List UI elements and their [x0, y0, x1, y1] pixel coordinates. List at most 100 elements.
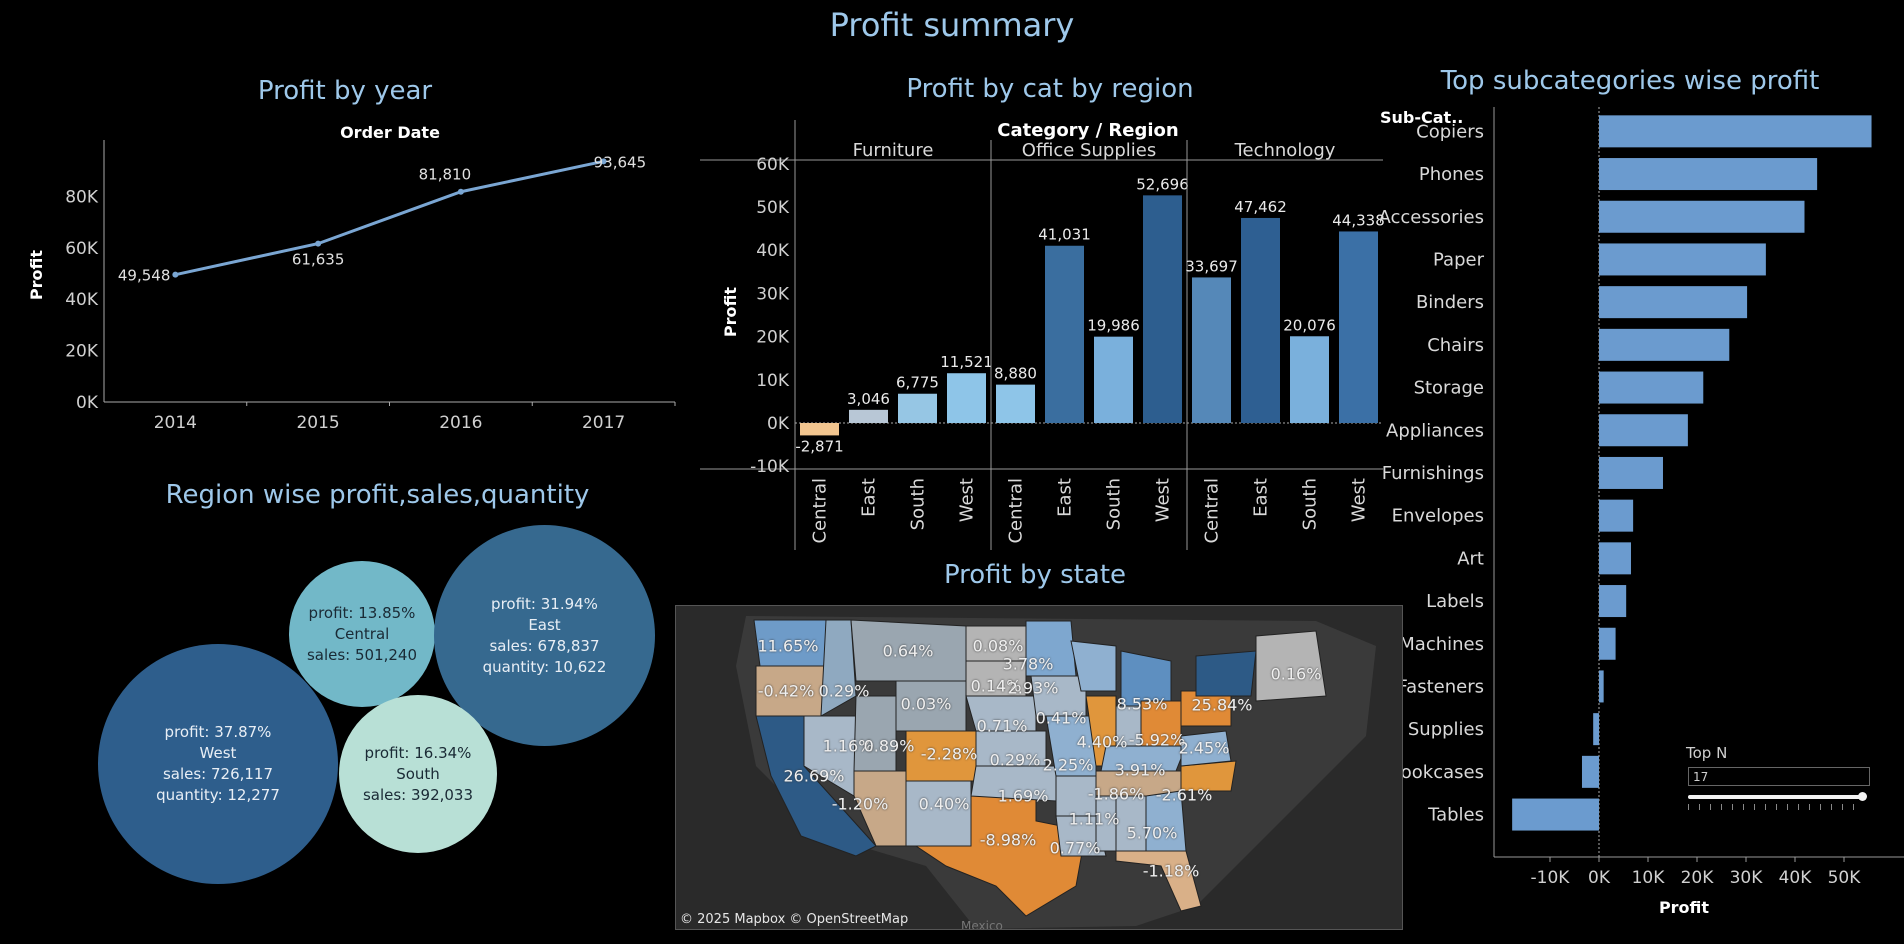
hbar-category-label: Copiers — [1416, 121, 1484, 142]
bar-data-label: 19,986 — [1087, 317, 1140, 335]
hbar-bar — [1599, 115, 1872, 148]
state-profit-label: 0.64% — [882, 641, 934, 661]
hbar-bar — [1599, 414, 1688, 447]
bubble-text: Central — [334, 624, 390, 643]
hbar-category-label: Furnishings — [1382, 463, 1484, 484]
hbar-x-tick-label: 30K — [1730, 868, 1764, 888]
bar-data-label: 3,046 — [847, 390, 890, 408]
line-x-tick-label: 2017 — [582, 413, 625, 433]
state-la — [1055, 815, 1107, 857]
bar-region-label: West — [957, 478, 978, 522]
hbar-bar — [1599, 328, 1730, 361]
line-data-label: 81,810 — [419, 166, 472, 184]
line-point — [172, 271, 179, 278]
bar-group-label: Furniture — [853, 140, 934, 161]
hbar-bar — [1599, 200, 1805, 233]
hbar-category-label: Fasteners — [1397, 676, 1484, 697]
bubble-text: West — [199, 744, 237, 762]
line-y-tick-label: 80K — [65, 187, 99, 207]
map-credit: © 2025 Mapbox © OpenStreetMap — [680, 912, 909, 927]
line-point — [600, 158, 607, 165]
hbar-category-label: Phones — [1419, 164, 1484, 185]
bar — [996, 384, 1035, 423]
bar-region-label: South — [1104, 478, 1125, 530]
bar-y-tick-label: 20K — [756, 328, 790, 348]
bubble-text: profit: 37.87% — [164, 723, 272, 741]
bar-region-label: Central — [810, 478, 831, 544]
topn-slider-thumb[interactable] — [1858, 792, 1867, 801]
state-profit-label: 8.53% — [1116, 694, 1168, 714]
bar-y-tick-label: 40K — [756, 241, 790, 261]
bar-y-tick-label: 50K — [756, 198, 790, 218]
hbar-bar — [1599, 670, 1604, 703]
line-data-label: 61,635 — [292, 251, 345, 269]
bar-data-label: 52,696 — [1136, 175, 1189, 193]
state-profit-label: -1.18% — [1142, 861, 1200, 881]
state-profit-label: -2.28% — [920, 744, 978, 764]
bar-data-label: 20,076 — [1283, 316, 1336, 334]
state-tx — [914, 795, 1087, 917]
hbar-bar — [1599, 243, 1766, 276]
hbar-bar — [1581, 755, 1599, 788]
state-profit-label: -5.92% — [1128, 730, 1186, 750]
state-profit-label: 0.71% — [976, 716, 1028, 736]
state-profit-label: 2.45% — [1178, 738, 1230, 758]
profit-by-cat-region-title: Profit by cat by region — [906, 74, 1194, 104]
hbar-category-label: Bookcases — [1388, 762, 1484, 783]
profit-by-year-chart: Order Date Profit 0K 20K 40K 60K 80K 2014 2015 20… — [27, 123, 676, 433]
hbar-category-label: Machines — [1399, 634, 1484, 655]
state-profit-label: 0.14% — [970, 676, 1022, 696]
line-y-tick-label: 20K — [65, 342, 99, 362]
hbar-x-tick-label: 0K — [1588, 868, 1611, 888]
state-profit-label: 0.03% — [900, 694, 952, 714]
line-x-tick-label: 2016 — [439, 413, 482, 433]
bar — [1045, 245, 1084, 423]
bar-y-tick-label: 30K — [756, 284, 790, 304]
bar-y-tick-label: 10K — [756, 371, 790, 391]
profit-by-cat-region-chart: Category / Region Profit -10K 0K 10K 20K 30K 40… — [700, 120, 1385, 550]
bar-region-label: East — [1055, 478, 1076, 517]
hbar-category-label: Chairs — [1427, 335, 1484, 356]
bubble-east: profit: 31.94% East sales: 678,837 quantity… — [434, 525, 655, 746]
bubble-text: sales: 726,117 — [162, 765, 274, 783]
state-profit-label: 0.29% — [989, 750, 1041, 770]
top-subcategories-title: Top subcategories wise profit — [1440, 66, 1820, 96]
bar — [849, 409, 888, 423]
bubble-text: quantity: 10,622 — [482, 657, 607, 676]
topn-slider[interactable] — [1688, 792, 1867, 801]
hbar-bar — [1512, 798, 1599, 831]
bar-region-label: Central — [1006, 478, 1027, 544]
state-profit-label: 0.41% — [1035, 708, 1087, 728]
state-profit-label: 0.29% — [818, 681, 870, 701]
line-x-tick-label: 2014 — [154, 413, 197, 433]
profit-by-state-map[interactable]: 11.65% -0.42% 0.29% 0.64% 0.08% 3.78% 0.03% 0.1… — [675, 605, 1403, 930]
hbar-bar — [1599, 627, 1616, 660]
hbar-x-tick-label: 50K — [1828, 868, 1862, 888]
state-profit-label: 0.40% — [918, 794, 970, 814]
state-profit-label: -8.98% — [979, 830, 1037, 850]
topn-slider-track — [1688, 795, 1864, 799]
state-profit-label: 3.78% — [1002, 654, 1054, 674]
hbar-bar — [1599, 542, 1631, 575]
bar-data-label: 47,462 — [1234, 198, 1287, 216]
bar-region-label: East — [859, 478, 880, 517]
hbar-x-tick-label: 20K — [1681, 868, 1715, 888]
state-profit-label: 1.11% — [1068, 809, 1120, 829]
state-profit-label: -1.20% — [831, 794, 889, 814]
hbar-category-label: Accessories — [1380, 207, 1484, 228]
state-wi — [1070, 640, 1117, 692]
bar-data-label: 8,880 — [994, 365, 1037, 383]
topn-slider-ticks — [1688, 804, 1864, 810]
state-profit-label: 25.84% — [1191, 695, 1253, 715]
state-profit-label: 0.77% — [1049, 838, 1101, 858]
state-profit-label: 4.40% — [1076, 732, 1128, 752]
line-data-label: 93,645 — [594, 153, 647, 171]
bar-data-label: -2,871 — [795, 437, 843, 455]
hbar-bar — [1599, 158, 1818, 191]
topn-input[interactable] — [1688, 767, 1870, 786]
hbar-x-tick-label: 40K — [1779, 868, 1813, 888]
hbar-category-label: Supplies — [1408, 719, 1484, 740]
line-y-tick-label: 0K — [76, 393, 99, 413]
bar-data-label: 11,521 — [940, 353, 993, 371]
hbar-x-tick-label: 10K — [1632, 868, 1666, 888]
